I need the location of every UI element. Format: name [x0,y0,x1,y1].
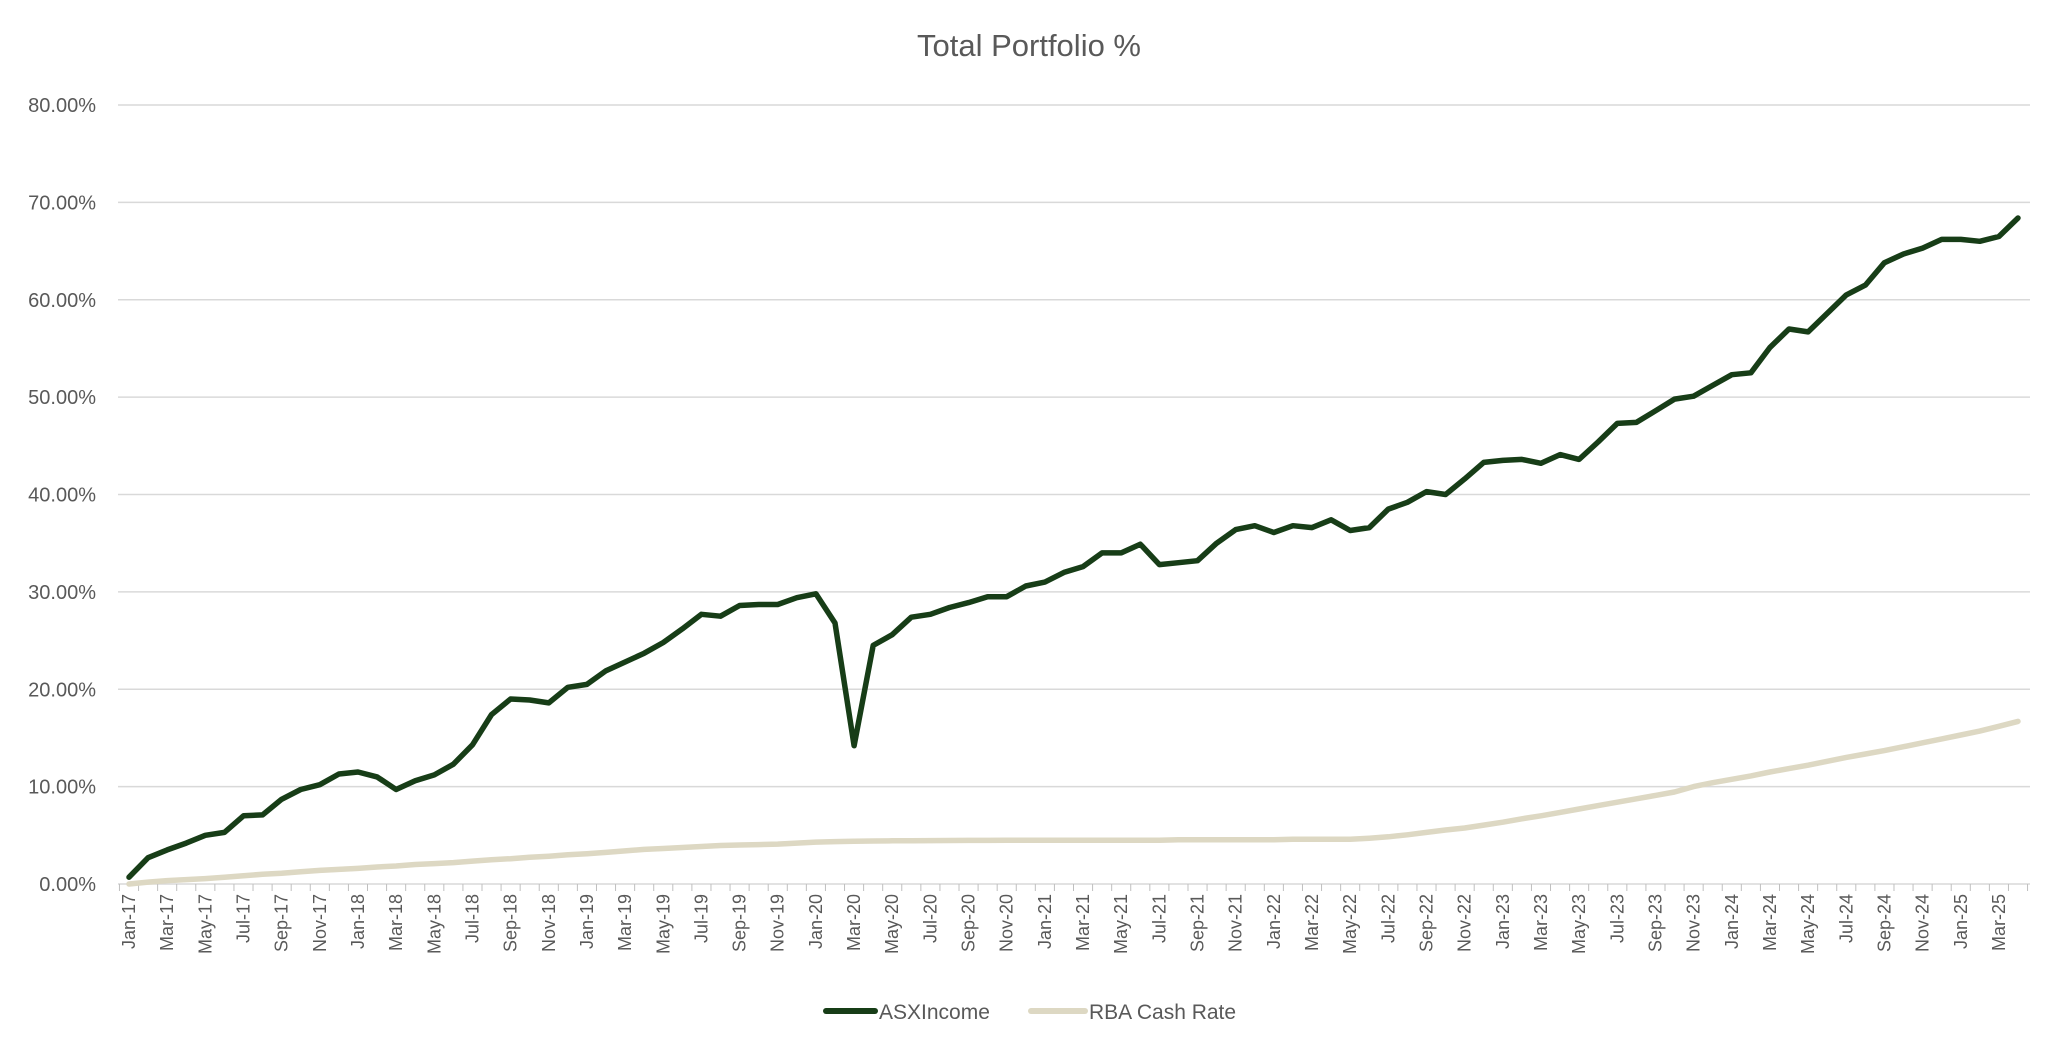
series-line-rba-cash-rate [126,718,2021,887]
x-tick-label: Nov-18 [539,894,559,952]
legend-label-rba-cash-rate: RBA Cash Rate [1089,1001,1236,1024]
x-tick-label: Jul-19 [691,894,711,943]
x-tick-label: Nov-22 [1455,894,1475,952]
x-tick-label: May-23 [1569,894,1589,954]
x-tick-label: Jan-24 [1722,894,1742,949]
legend-label-asxincome: ASXIncome [879,1001,990,1024]
x-tick-label: Mar-23 [1531,894,1551,951]
y-tick-label: 40.00% [28,485,96,507]
x-tick-label: May-18 [424,894,444,954]
x-tick-label: Sep-23 [1645,894,1665,952]
x-tick-label: Sep-18 [501,894,521,952]
x-tick-label: Sep-24 [1874,894,1894,952]
x-tick-label: Jul-18 [462,894,482,943]
x-tick-label: Jul-21 [1149,894,1169,943]
x-tick-label: Sep-21 [1188,894,1208,952]
y-tick-label: 20.00% [28,679,96,701]
y-axis-ticks: 0.00% 10.00% 20.00% 30.00% 40.00% 50.00% 60.00… [28,95,96,896]
x-tick-label: Mar-25 [1989,894,2009,951]
series-lines [126,215,2021,887]
x-tick-label: Nov-17 [310,894,330,952]
x-axis: Jan-17 Mar-17 May-17 Jul-17 Sep-17 Nov-17 Jan-… [118,884,2029,954]
x-tick-label: Jan-25 [1951,894,1971,949]
x-tick-label: Jul-20 [920,894,940,943]
x-tick-label: Sep-22 [1416,894,1436,952]
x-tick-label: Jul-23 [1607,894,1627,943]
y-tick-label: 30.00% [28,582,96,604]
x-tick-label: Nov-20 [997,894,1017,952]
x-tick-label: Nov-21 [1226,894,1246,952]
x-tick-label: Jul-22 [1378,894,1398,943]
legend: ASXIncome RBA Cash Rate [823,1001,1236,1024]
x-tick-label: May-20 [882,894,902,954]
x-tick-label: Mar-24 [1760,894,1780,951]
x-tick-label: May-24 [1798,894,1818,954]
x-tick-label: Jan-22 [1264,894,1284,949]
x-tick-label: Sep-20 [959,894,979,952]
gridlines [118,104,2030,885]
x-tick-label: Mar-18 [386,894,406,951]
y-tick-label: 10.00% [28,777,96,799]
y-tick-label: 0.00% [39,874,96,896]
series-line-asxincome [126,215,2021,880]
x-tick-label: Jan-21 [1035,894,1055,949]
x-tick-label: Mar-17 [157,894,177,951]
x-tick-label: Sep-19 [730,894,750,952]
x-tick-label: May-19 [653,894,673,954]
y-tick-label: 60.00% [28,290,96,312]
x-tick-label: Mar-19 [615,894,635,951]
y-tick-label: 50.00% [28,387,96,409]
x-tick-label: Jan-23 [1493,894,1513,949]
chart-title: Total Portfolio % [917,28,1141,63]
x-tick-label: Jul-17 [233,894,253,943]
x-tick-label: May-22 [1340,894,1360,954]
x-tick-label: Nov-24 [1913,894,1933,952]
x-tick-label: Jan-20 [806,894,826,949]
x-tick-label: Mar-22 [1302,894,1322,951]
x-tick-label: Mar-20 [844,894,864,951]
x-tick-label: Jan-18 [348,894,368,949]
x-tick-label: Jan-19 [577,894,597,949]
x-tick-label: Nov-23 [1684,894,1704,952]
x-tick-label: Sep-17 [272,894,292,952]
x-tick-label: May-21 [1111,894,1131,954]
x-tick-label: Jan-17 [119,894,139,949]
x-tick-label: May-17 [195,894,215,954]
y-tick-label: 70.00% [28,192,96,214]
x-tick-label: Mar-21 [1073,894,1093,951]
y-tick-label: 80.00% [28,95,96,117]
x-tick-label: Jul-24 [1836,894,1856,943]
x-tick-label: Nov-19 [768,894,788,952]
